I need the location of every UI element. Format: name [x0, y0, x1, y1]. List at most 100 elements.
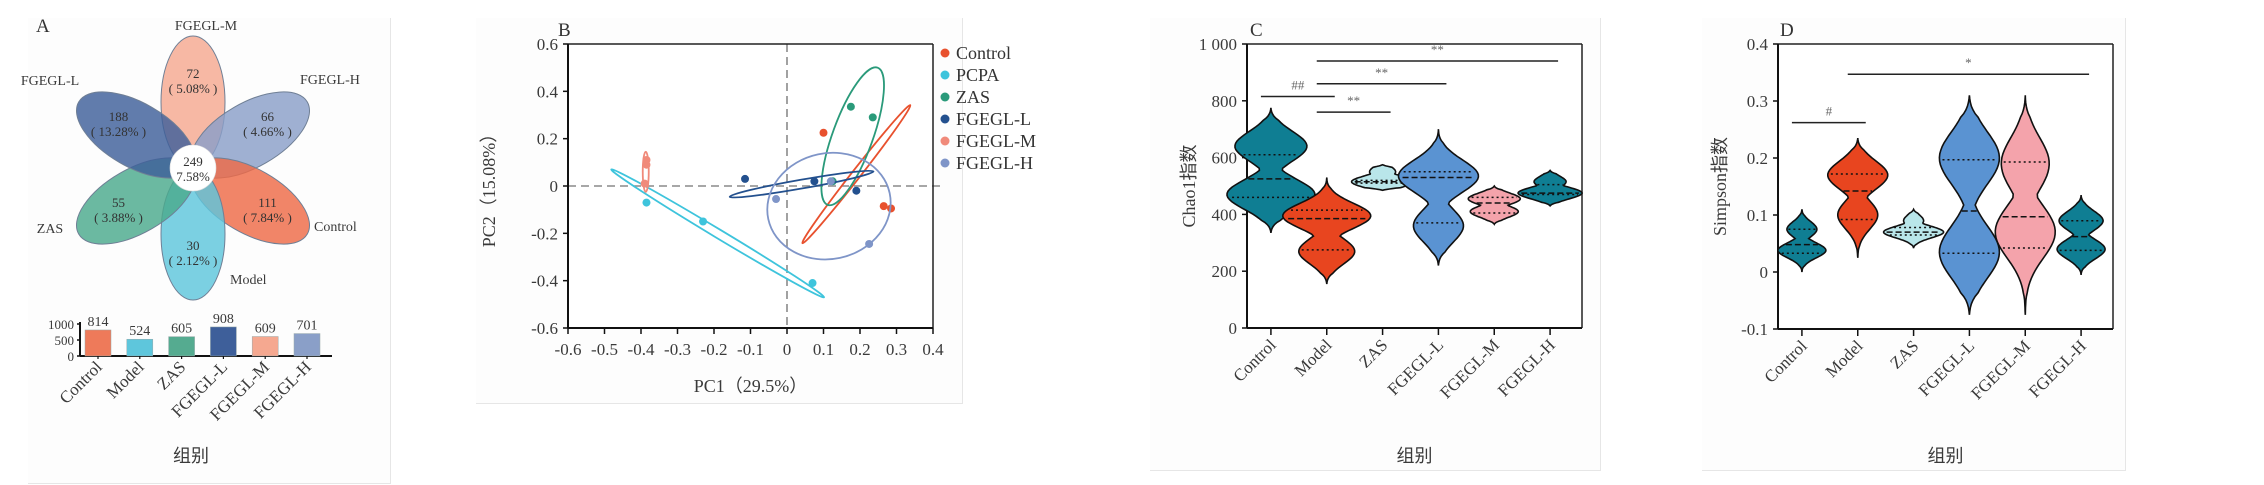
bar-y-tick-label: 500: [55, 333, 75, 348]
venn-petal-count: 30: [187, 238, 200, 253]
venn-petal-count: 55: [112, 195, 125, 210]
violin-y-tick-label: 0: [1760, 263, 1769, 282]
pcoa-x-tick-label: -0.6: [555, 340, 582, 359]
pcoa-point-control: [879, 202, 888, 211]
violin-y-tick-label: 200: [1212, 262, 1238, 281]
venn-label-zas: ZAS: [37, 222, 63, 237]
violin-zas: [1882, 207, 1945, 249]
bar-fgegl-h: [293, 333, 321, 357]
violin-x-tick-label: FGEGL-H: [1494, 335, 1559, 400]
panel-b-letter: B: [558, 20, 571, 41]
pcoa-ellipse-fgegl-l: [728, 169, 875, 199]
venn-petal-percent: ( 2.12% ): [169, 253, 218, 268]
bar-value-label: 908: [213, 312, 234, 327]
violin-fgegl-h: [2056, 194, 2106, 276]
pcoa-y-tick-label: 0.2: [537, 130, 558, 149]
bar-fgegl-l: [210, 326, 237, 357]
pcoa-point-fgegl-l: [852, 186, 861, 195]
violin-x-axis-title: 组别: [1397, 446, 1433, 466]
pcoa-y-tick-label: -0.2: [531, 224, 558, 243]
violin-y-tick-label: -0.1: [1741, 320, 1768, 339]
violin-x-tick-label: Model: [1291, 335, 1336, 380]
panel-a-letter: A: [36, 16, 50, 37]
violin-y-tick-label: 400: [1212, 205, 1238, 224]
pcoa-point-zas: [846, 102, 855, 111]
significance-label: **: [1375, 65, 1388, 80]
bar-value-label: 701: [297, 319, 318, 334]
bar-x-tick-label: Control: [56, 357, 106, 407]
pcoa-scatter-plot: -0.6 -0.5 -0.4 -0.3 -0.2 -0.1 0 0.1 0.2 0.3 0.4 -0.…: [479, 35, 1036, 396]
venn-petal-percent: ( 4.66% ): [243, 124, 292, 139]
pcoa-x-tick-label: 0.4: [922, 340, 944, 359]
pcoa-ellipse-pcpa: [610, 168, 825, 299]
violin-x-tick-label: FGEGL-M: [1967, 336, 2034, 403]
pcoa-x-tick-label: -0.5: [591, 340, 618, 359]
violin-y-tick-label: 800: [1212, 92, 1238, 111]
venn-center-percent: 7.58%: [176, 169, 210, 184]
violin-fgegl-m: [1994, 95, 2057, 315]
violin-y-tick-label: 0.3: [1747, 92, 1768, 111]
pcoa-point-control: [819, 128, 828, 137]
pcoa-point-fgegl-m: [642, 160, 651, 169]
panel-c-letter: C: [1250, 20, 1263, 41]
pcoa-x-tick-label: -0.2: [701, 340, 728, 359]
significance-label: **: [1347, 93, 1360, 108]
pcoa-x-tick-label: 0.2: [849, 340, 870, 359]
bar-zas: [168, 336, 195, 357]
venn-label-fgegl-m: FGEGL-M: [175, 19, 238, 34]
legend-marker-fgegl-h: [940, 158, 950, 168]
pcoa-point-fgegl-h: [865, 239, 874, 248]
pcoa-x-tick-label: -0.4: [628, 340, 655, 359]
pcoa-ellipse-fgegl-h: [766, 151, 892, 261]
violin-model: [1281, 177, 1372, 285]
violin-control: [1777, 209, 1827, 273]
violin-x-tick-label: Model: [1822, 336, 1867, 381]
significance-label: **: [1431, 42, 1444, 57]
venn-label-fgegl-l: FGEGL-L: [21, 74, 79, 89]
venn-petal-percent: ( 3.88% ): [94, 210, 143, 225]
bar-value-label: 605: [171, 322, 192, 337]
venn-petal-percent: ( 7.84% ): [243, 210, 292, 225]
pcoa-x-tick-label: 0: [783, 340, 792, 359]
pcoa-point-zas: [868, 113, 877, 122]
bar-value-label: 609: [255, 322, 276, 337]
pcoa-y-tick-label: -0.4: [531, 272, 558, 291]
pcoa-point-fgegl-l: [810, 177, 819, 186]
pcoa-point-fgegl-h: [826, 177, 835, 186]
violin-y-axis-title: Chao1指数: [1179, 145, 1199, 228]
legend-marker-fgegl-m: [940, 136, 950, 146]
significance-label: #: [1826, 104, 1833, 119]
bar-y-tick-label: 1000: [48, 317, 74, 332]
bar-value-label: 524: [129, 324, 150, 339]
venn-petal-count: 66: [261, 109, 275, 124]
venn-label-fgegl-h: FGEGL-H: [300, 73, 360, 88]
significance-label: *: [1965, 55, 1972, 70]
legend-label-fgegl-m: FGEGL-M: [956, 131, 1036, 151]
venn-center-circle: [169, 144, 217, 192]
violin-fgegl-h: [1517, 169, 1583, 208]
pcoa-x-tick-label: -0.3: [664, 340, 691, 359]
venn-label-control: Control: [314, 220, 357, 235]
violin-fgegl-l: [1938, 95, 2001, 315]
violin-x-tick-label: ZAS: [1355, 335, 1391, 371]
bar-x-axis-title: 组别: [173, 446, 209, 466]
venn-label-model: Model: [230, 273, 267, 288]
pcoa-ellipse-zas: [820, 66, 885, 207]
pcoa-x-axis-title: PC1（29.5%）: [694, 376, 808, 396]
violin-x-axis-title: 组别: [1928, 446, 1964, 466]
legend-marker-zas: [940, 92, 950, 102]
violin-fgegl-m: [1467, 184, 1522, 226]
pcoa-y-tick-label: -0.6: [531, 319, 558, 338]
pcoa-point-pcpa: [699, 217, 708, 226]
bar-y-tick-label: 0: [68, 349, 75, 364]
pcoa-point-fgegl-l: [741, 174, 750, 183]
venn-petal-count: 188: [109, 109, 129, 124]
venn-center-count: 249: [183, 154, 203, 169]
violin-y-tick-label: 0: [1229, 319, 1238, 338]
pcoa-y-tick-label: 0.4: [537, 82, 559, 101]
legend-marker-control: [940, 48, 950, 58]
bar-fgegl-m: [251, 336, 279, 357]
pcoa-x-tick-label: 0.3: [886, 340, 907, 359]
